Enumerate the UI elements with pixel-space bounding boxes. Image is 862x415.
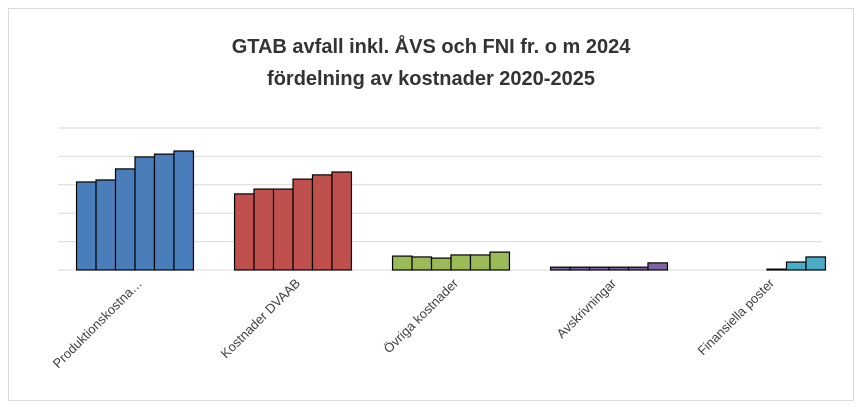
bar — [173, 150, 195, 271]
bar — [805, 256, 827, 271]
bar — [292, 178, 314, 271]
bar — [549, 266, 571, 271]
bar — [311, 174, 333, 271]
bar — [114, 168, 136, 271]
chart-title: GTAB avfall inkl. ÅVS och FNI fr. o m 20… — [232, 34, 632, 58]
bar — [647, 262, 669, 271]
bar — [430, 257, 452, 271]
bar — [95, 179, 117, 271]
bar — [233, 193, 255, 271]
bar — [627, 266, 649, 271]
chart-title: fördelning av kostnader 2020-2025 — [267, 68, 595, 90]
bar — [331, 171, 353, 271]
bar — [766, 268, 788, 271]
bar — [489, 251, 511, 271]
bar — [391, 255, 413, 271]
bar — [588, 266, 610, 271]
bar — [450, 254, 472, 271]
bar — [253, 188, 275, 271]
bar — [75, 181, 97, 271]
bar — [569, 266, 591, 271]
bar — [153, 153, 175, 271]
bar — [272, 188, 294, 271]
bar — [411, 256, 433, 271]
bar — [134, 156, 156, 271]
bar — [785, 261, 807, 271]
bar — [469, 254, 491, 271]
bar — [608, 266, 630, 271]
